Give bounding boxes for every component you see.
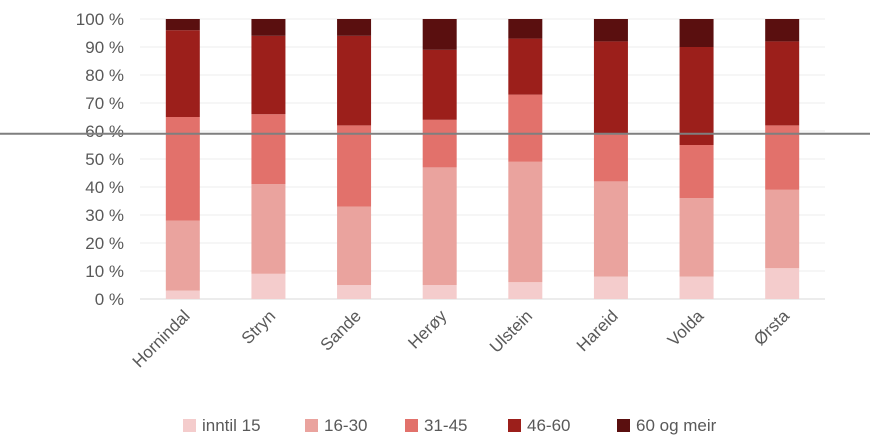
y-tick-label: 60 % bbox=[85, 122, 124, 141]
legend-label: 31-45 bbox=[424, 416, 467, 435]
legend-swatch bbox=[183, 419, 196, 432]
bar-segment bbox=[765, 19, 800, 42]
bar-segment bbox=[337, 125, 372, 207]
bar-segment bbox=[593, 41, 628, 134]
gridlines bbox=[140, 18, 825, 300]
bar-segment bbox=[765, 268, 800, 299]
bar-segment bbox=[251, 184, 286, 274]
bar-segment bbox=[251, 19, 286, 36]
bar-segment bbox=[765, 41, 800, 126]
legend-label: inntil 15 bbox=[202, 416, 261, 435]
legend-swatch bbox=[405, 419, 418, 432]
x-category-label: Stryn bbox=[238, 306, 279, 347]
bar-segment bbox=[593, 19, 628, 42]
legend-label: 46-60 bbox=[527, 416, 570, 435]
x-category-label: Volda bbox=[664, 306, 708, 350]
bar-segment bbox=[337, 285, 372, 299]
x-category-label: Hareid bbox=[573, 306, 622, 355]
bar-segment bbox=[165, 220, 200, 291]
y-tick-label: 80 % bbox=[85, 66, 124, 85]
x-category-label: Ulstein bbox=[486, 306, 536, 356]
x-category-label: Herøy bbox=[404, 306, 451, 353]
legend-swatch bbox=[508, 419, 521, 432]
legend-swatch bbox=[305, 419, 318, 432]
x-category-label: Hornindal bbox=[129, 306, 194, 371]
legend-label: 60 og meir bbox=[636, 416, 717, 435]
y-tick-label: 30 % bbox=[85, 206, 124, 225]
x-axis-category-labels: Hornindal Stryn Sande Herøy Ulstein Hareid Vol… bbox=[129, 306, 794, 371]
bar-segment bbox=[593, 276, 628, 299]
legend-label: 16-30 bbox=[324, 416, 367, 435]
bar-segment bbox=[422, 119, 457, 168]
legend-swatch bbox=[617, 419, 630, 432]
bar-segment bbox=[337, 206, 372, 285]
y-tick-label: 20 % bbox=[85, 234, 124, 253]
bar-segment bbox=[337, 19, 372, 36]
bars bbox=[165, 19, 800, 299]
y-tick-label: 10 % bbox=[85, 262, 124, 281]
bar-segment bbox=[165, 117, 200, 221]
bar-segment bbox=[679, 19, 714, 47]
bar-segment bbox=[765, 125, 800, 190]
bar-segment bbox=[679, 276, 714, 299]
bar-segment bbox=[593, 133, 628, 182]
bar-segment bbox=[508, 38, 543, 95]
bar-segment bbox=[165, 19, 200, 31]
y-axis-tick-labels: 0 % 10 % 20 % 30 % 40 % 50 % 60 % 70 % 80 % 90 % 1… bbox=[76, 10, 124, 309]
y-tick-label: 100 % bbox=[76, 10, 124, 29]
bar-segment bbox=[508, 19, 543, 39]
bar-segment bbox=[422, 19, 457, 50]
bar-segment bbox=[165, 30, 200, 118]
x-category-label: Ørsta bbox=[750, 306, 793, 349]
bar-segment bbox=[422, 285, 457, 299]
legend: inntil 15 16-30 31-45 46-60 60 og meir bbox=[183, 416, 717, 435]
bar-segment bbox=[251, 273, 286, 299]
x-category-label: Sande bbox=[317, 306, 365, 354]
bar-segment bbox=[422, 167, 457, 285]
y-tick-label: 90 % bbox=[85, 38, 124, 57]
bar-segment bbox=[593, 181, 628, 277]
bar-segment bbox=[251, 35, 286, 115]
y-tick-label: 50 % bbox=[85, 150, 124, 169]
y-tick-label: 0 % bbox=[95, 290, 124, 309]
bar-segment bbox=[337, 35, 372, 126]
y-tick-label: 40 % bbox=[85, 178, 124, 197]
bar-segment bbox=[165, 290, 200, 299]
bar-segment bbox=[508, 94, 543, 162]
bar-segment bbox=[765, 189, 800, 269]
bar-segment bbox=[422, 49, 457, 120]
bar-segment bbox=[679, 47, 714, 145]
bar-segment bbox=[251, 114, 286, 185]
bar-segment bbox=[679, 145, 714, 199]
bar-segment bbox=[508, 282, 543, 299]
bar-segment bbox=[508, 161, 543, 283]
bar-segment bbox=[679, 198, 714, 277]
y-tick-label: 70 % bbox=[85, 94, 124, 113]
